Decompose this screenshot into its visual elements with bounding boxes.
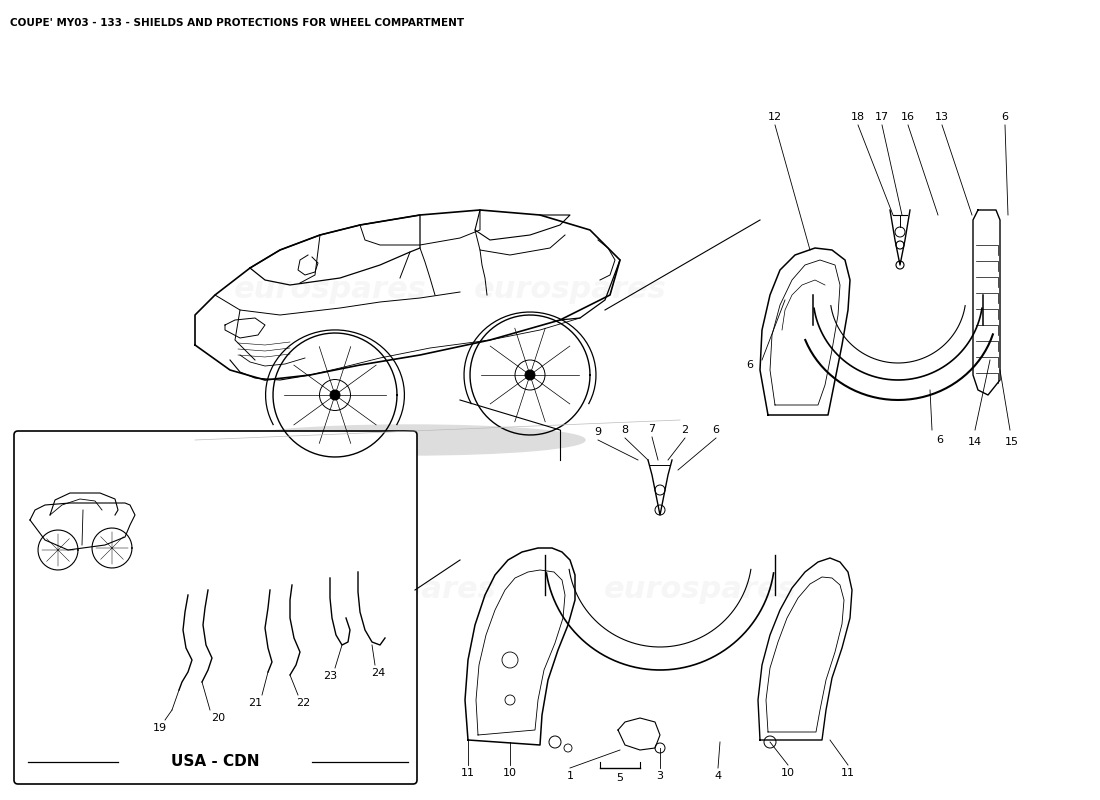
Text: 6: 6	[713, 425, 719, 435]
Text: eurospares: eurospares	[304, 575, 496, 605]
Text: 12: 12	[768, 112, 782, 122]
Text: 15: 15	[1005, 437, 1019, 447]
Text: 6: 6	[1001, 112, 1009, 122]
Text: 6: 6	[936, 435, 944, 445]
Text: eurospares: eurospares	[604, 575, 796, 605]
Text: 2: 2	[681, 425, 689, 435]
Text: 10: 10	[781, 768, 795, 778]
Circle shape	[525, 370, 535, 380]
Text: 16: 16	[901, 112, 915, 122]
Text: 21: 21	[248, 698, 262, 708]
FancyBboxPatch shape	[14, 431, 417, 784]
Text: 14: 14	[968, 437, 982, 447]
Text: 23: 23	[323, 671, 337, 681]
Text: 17: 17	[874, 112, 889, 122]
Text: 22: 22	[296, 698, 310, 708]
Text: 11: 11	[842, 768, 855, 778]
Text: 18: 18	[851, 112, 865, 122]
Text: 5: 5	[616, 773, 624, 783]
Text: 9: 9	[594, 427, 602, 437]
Text: eurospares: eurospares	[233, 275, 427, 305]
Ellipse shape	[235, 425, 585, 455]
Text: COUPE' MY03 - 133 - SHIELDS AND PROTECTIONS FOR WHEEL COMPARTMENT: COUPE' MY03 - 133 - SHIELDS AND PROTECTI…	[10, 18, 464, 28]
Text: 7: 7	[648, 424, 656, 434]
Text: 13: 13	[935, 112, 949, 122]
Text: 3: 3	[657, 771, 663, 781]
Text: 4: 4	[714, 771, 722, 781]
Text: 20: 20	[211, 713, 226, 723]
Text: 11: 11	[461, 768, 475, 778]
Text: eurospares: eurospares	[474, 275, 667, 305]
Text: 10: 10	[503, 768, 517, 778]
Text: 8: 8	[621, 425, 628, 435]
Text: 6: 6	[747, 360, 754, 370]
Circle shape	[330, 390, 340, 400]
Text: 1: 1	[566, 771, 573, 781]
Text: 24: 24	[371, 668, 385, 678]
Text: USA - CDN: USA - CDN	[170, 754, 260, 770]
Text: 19: 19	[153, 723, 167, 733]
